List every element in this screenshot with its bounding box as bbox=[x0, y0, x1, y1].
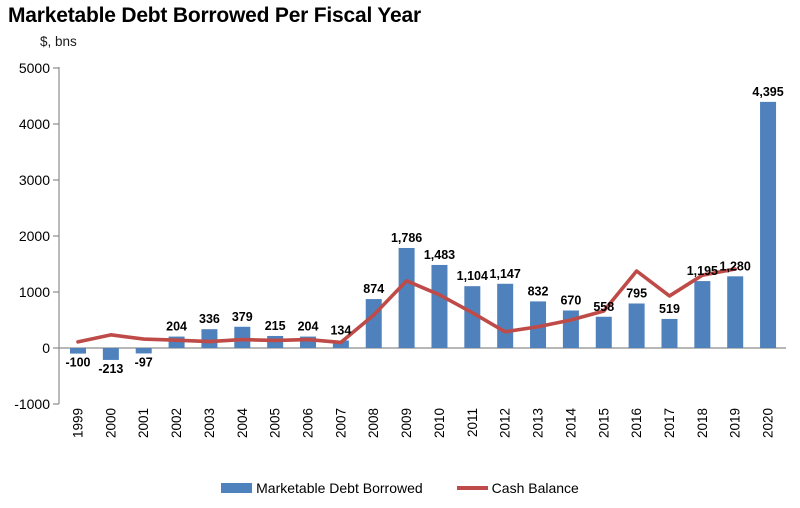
bar-data-labels: -100 -213 -97 204 336 379 215 204 134 874 1,7861,4… bbox=[65, 85, 783, 376]
legend: Marketable Debt Borrowed Cash Balance bbox=[0, 480, 800, 496]
bar-2009 bbox=[398, 247, 415, 348]
x-label-2015: 2015 bbox=[596, 408, 611, 438]
x-label-2011: 2011 bbox=[465, 408, 480, 437]
legend-entry-cash: Cash Balance bbox=[456, 480, 579, 496]
bar-1999 bbox=[70, 348, 86, 354]
bar-label-2005: 215 bbox=[265, 319, 286, 333]
y-tick-labels: 5000 4000 3000 2000 1000 0 -1000 bbox=[14, 60, 50, 412]
x-label-2018: 2018 bbox=[695, 408, 710, 438]
bar-label-2020: 4,395 bbox=[752, 85, 783, 99]
bar-2001 bbox=[135, 348, 152, 354]
y-axis-units-label: $, bns bbox=[40, 34, 77, 49]
bar-label-2008: 874 bbox=[363, 282, 384, 296]
bar-label-2003: 336 bbox=[199, 312, 220, 326]
bar-label-2010: 1,483 bbox=[424, 248, 455, 262]
x-label-2005: 2005 bbox=[268, 408, 283, 438]
bar-label-2019: 1,280 bbox=[720, 259, 751, 273]
y-tick-label: 4000 bbox=[19, 116, 50, 132]
bar-label-2016: 795 bbox=[626, 286, 647, 300]
bar-label-2002: 204 bbox=[166, 320, 187, 334]
bar-label-2004: 379 bbox=[232, 310, 253, 324]
bar-2010 bbox=[431, 264, 448, 348]
bar-label-2014: 670 bbox=[560, 293, 581, 307]
bar-label-2006: 204 bbox=[298, 320, 319, 334]
bar-2006 bbox=[300, 336, 317, 348]
cash-balance-line bbox=[76, 267, 738, 345]
x-label-2020: 2020 bbox=[761, 408, 776, 438]
x-label-2017: 2017 bbox=[662, 408, 677, 438]
bar-label-2015: 558 bbox=[593, 300, 614, 314]
bar-2008 bbox=[365, 299, 382, 348]
x-label-2010: 2010 bbox=[432, 408, 447, 438]
y-tick-label: 0 bbox=[42, 340, 50, 356]
bar-2020 bbox=[760, 101, 777, 348]
bar-2017 bbox=[661, 318, 678, 348]
chart-title: Marketable Debt Borrowed Per Fiscal Year bbox=[8, 4, 421, 27]
bar-label-2013: 832 bbox=[528, 284, 549, 298]
x-label-2016: 2016 bbox=[629, 408, 644, 438]
bar-2016 bbox=[628, 303, 645, 348]
x-label-2003: 2003 bbox=[202, 408, 217, 438]
bar-label-2000: -213 bbox=[98, 362, 123, 376]
bar-label-2007: 134 bbox=[330, 323, 351, 337]
bar-label-2001: -97 bbox=[135, 355, 153, 369]
bar-label-1999: -100 bbox=[65, 356, 90, 370]
bars bbox=[70, 101, 777, 360]
x-label-2013: 2013 bbox=[531, 408, 546, 438]
bar-2007 bbox=[332, 340, 349, 348]
bar-2004 bbox=[234, 326, 251, 348]
y-tick-label: 2000 bbox=[19, 228, 50, 244]
y-tick-label: 3000 bbox=[19, 172, 50, 188]
bar-2003 bbox=[201, 329, 218, 348]
bar-label-2018: 1,195 bbox=[687, 264, 718, 278]
y-tick-label: 5000 bbox=[19, 60, 50, 76]
bar-2011 bbox=[464, 286, 481, 348]
legend-entry-debt: Marketable Debt Borrowed bbox=[221, 480, 423, 496]
x-label-2002: 2002 bbox=[169, 408, 184, 438]
legend-bar-swatch bbox=[221, 483, 253, 493]
x-label-2019: 2019 bbox=[728, 408, 743, 438]
x-label-2009: 2009 bbox=[399, 408, 414, 438]
legend-line-swatch bbox=[456, 486, 488, 490]
x-category-labels: 1999 2000 2001 2002 2003 2004 2005 2006 2007 2008… bbox=[71, 408, 776, 439]
legend-line-label: Cash Balance bbox=[491, 480, 579, 496]
x-label-2001: 2001 bbox=[136, 408, 151, 438]
x-label-1999: 1999 bbox=[71, 408, 86, 438]
x-label-2006: 2006 bbox=[301, 408, 316, 438]
x-label-2008: 2008 bbox=[366, 408, 381, 438]
bar-2002 bbox=[168, 336, 185, 348]
bar-2015 bbox=[595, 316, 612, 348]
bar-2019 bbox=[727, 276, 744, 348]
x-label-2007: 2007 bbox=[333, 408, 348, 438]
bar-label-2009: 1,786 bbox=[391, 231, 422, 245]
bar-2014 bbox=[562, 310, 579, 348]
x-label-2004: 2004 bbox=[235, 408, 250, 439]
bar-2000 bbox=[102, 348, 119, 360]
x-label-2012: 2012 bbox=[498, 408, 513, 438]
y-tick-label: -1000 bbox=[14, 396, 50, 412]
x-label-2000: 2000 bbox=[103, 408, 118, 438]
legend-bar-label: Marketable Debt Borrowed bbox=[256, 480, 423, 496]
bar-label-2017: 519 bbox=[659, 302, 680, 316]
bar-label-2011: 1,104 bbox=[457, 269, 488, 283]
bar-2012 bbox=[497, 283, 514, 348]
x-label-2014: 2014 bbox=[563, 408, 578, 439]
bar-2013 bbox=[530, 301, 547, 348]
y-tick-label: 1000 bbox=[19, 284, 50, 300]
bar-2018 bbox=[694, 281, 711, 348]
bar-label-2012: 1,147 bbox=[490, 267, 521, 281]
